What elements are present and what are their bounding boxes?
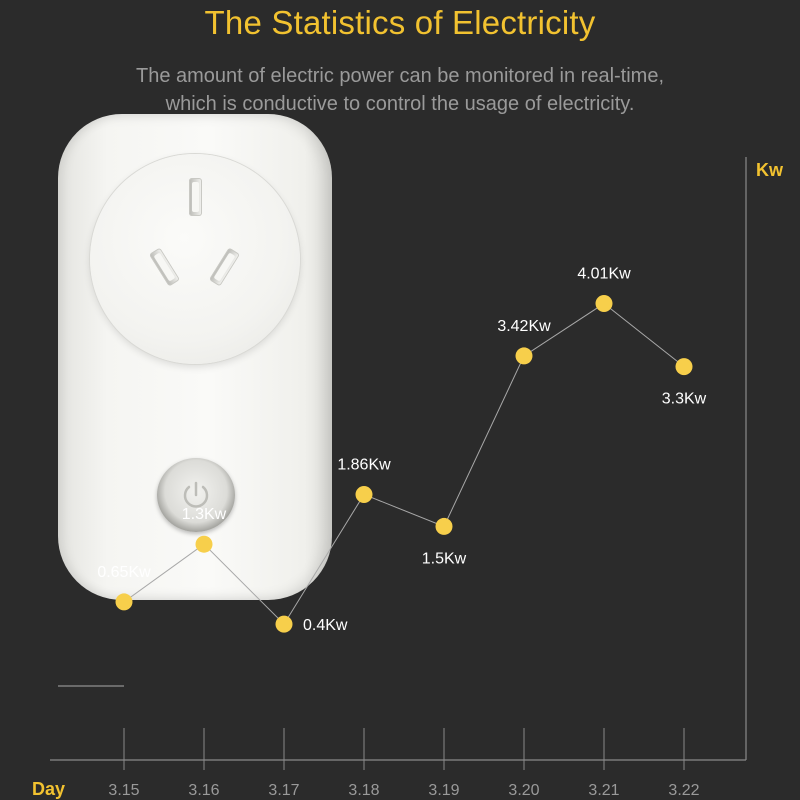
data-point [115, 593, 133, 611]
data-point [515, 347, 533, 365]
data-label: 1.3Kw [182, 506, 227, 523]
data-label: 0.65Kw [97, 564, 151, 581]
data-point [675, 358, 693, 376]
data-point [435, 517, 453, 535]
x-tick-label: 3.16 [188, 782, 219, 799]
data-point [355, 485, 373, 503]
socket-face [90, 154, 300, 364]
x-axis-title: Day [32, 779, 65, 799]
data-point [275, 615, 293, 633]
data-label: 3.42Kw [497, 318, 551, 335]
data-label: 1.86Kw [337, 456, 391, 473]
power-button [157, 458, 235, 532]
page-title: The Statistics of Electricity [204, 4, 596, 41]
y-axis-title: Kw [756, 160, 784, 180]
x-tick-label: 3.15 [108, 782, 139, 799]
x-tick-label: 3.17 [268, 782, 299, 799]
x-tick-label: 3.22 [668, 782, 699, 799]
chart-axes: Kw Day [32, 157, 784, 799]
data-label: 3.3Kw [662, 391, 707, 408]
x-tick-label: 3.19 [428, 782, 459, 799]
data-point [595, 295, 613, 313]
data-label: 4.01Kw [577, 266, 631, 283]
x-tick-label: 3.21 [588, 782, 619, 799]
x-tick-label: 3.20 [508, 782, 539, 799]
subtitle-line-1: The amount of electric power can be moni… [135, 65, 665, 87]
x-tick-label: 3.18 [348, 782, 379, 799]
data-point [195, 535, 213, 553]
data-label: 1.5Kw [422, 550, 467, 567]
page-subtitle: The amount of electric power can be moni… [0, 62, 800, 118]
series-line [123, 302, 685, 625]
smart-plug-image [58, 114, 332, 600]
subtitle-line-2: which is conductive to control the usage… [165, 93, 635, 115]
data-points [115, 295, 693, 633]
x-ticks: 3.15 3.16 3.17 3.18 3.19 3.20 3.21 3.22 [108, 728, 700, 799]
socket-slot-earth [189, 178, 202, 216]
power-icon [183, 481, 209, 508]
data-labels: 0.65Kw 1.3Kw 0.4Kw 1.86Kw 1.5Kw 3.42Kw 4.01Kw 3… [97, 266, 706, 635]
data-label: 0.4Kw [303, 617, 348, 634]
